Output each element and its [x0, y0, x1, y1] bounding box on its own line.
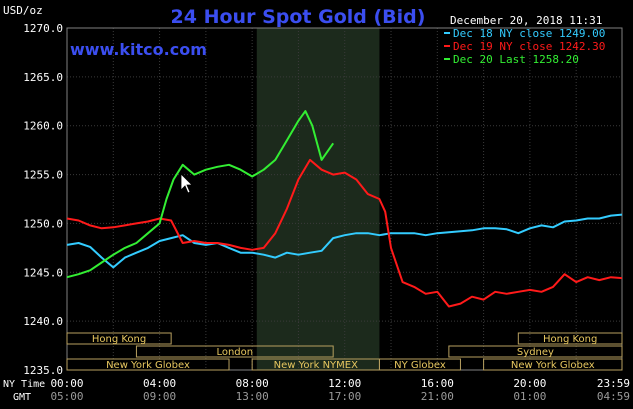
legend-swatch [444, 45, 450, 47]
y-tick-label: 1250.0 [23, 217, 63, 230]
market-session-box [378, 358, 461, 371]
y-tick-label: 1260.0 [23, 120, 63, 133]
market-session-label: New York Globex [511, 360, 595, 371]
series-line [66, 213, 623, 269]
market-session-box [66, 332, 172, 345]
market-session-box [517, 332, 623, 345]
market-session-label: Hong Kong [543, 334, 597, 345]
watermark-text: www.kitco.com [70, 40, 207, 59]
mouse-cursor-icon [180, 173, 193, 194]
x-tick-ny: 23:59 [597, 377, 630, 390]
unit-label: USD/oz [3, 4, 43, 17]
nymex-session-shade [256, 28, 380, 370]
market-session-box [66, 358, 230, 371]
chart-title: 24 Hour Spot Gold (Bid) [171, 6, 426, 28]
x-tick-gmt: 09:00 [143, 390, 176, 403]
market-session-box [135, 345, 334, 358]
x-tick-ny: 20:00 [513, 377, 546, 390]
series-line [66, 110, 335, 279]
market-session-label: New York Globex [106, 360, 190, 371]
y-tick-label: 1235.0 [23, 364, 63, 377]
x-tick-ny: 08:00 [236, 377, 269, 390]
x-tick-ny: 12:00 [328, 377, 361, 390]
market-sessions: Hong Kong Hong Kong London Sydney New York G… [66, 332, 623, 371]
legend-swatch [444, 32, 450, 34]
y-tick-label: 1245.0 [23, 266, 63, 279]
market-session-box [448, 345, 623, 358]
market-session-box [483, 358, 623, 371]
y-tick-label: 1270.0 [23, 22, 63, 35]
market-session-label: Hong Kong [92, 334, 146, 345]
market-session-label: Sydney [517, 347, 554, 358]
market-session-label: New York NYMEX [274, 360, 359, 371]
gmt-label: GMT [13, 392, 31, 403]
x-tick-ny: 16:00 [421, 377, 454, 390]
x-tick-gmt: 17:00 [328, 390, 361, 403]
y-tick-label: 1255.0 [23, 169, 63, 182]
x-tick-gmt: 13:00 [236, 390, 269, 403]
legend-entry: Dec 18 NY close 1249.00 [453, 27, 605, 40]
x-tick-gmt: 04:59 [597, 390, 630, 403]
x-tick-gmt: 01:00 [513, 390, 546, 403]
x-tick-ny: 04:00 [143, 377, 176, 390]
market-session-label: London [216, 347, 253, 358]
market-session-label: NY Globex [394, 360, 446, 371]
y-tick-label: 1240.0 [23, 315, 63, 328]
x-tick-gmt: 05:00 [50, 390, 83, 403]
ny-time-label: NY Time [3, 379, 45, 390]
legend-entry: Dec 20 Last 1258.20 [453, 53, 579, 66]
series-lines [66, 110, 623, 308]
legend-entry: Dec 19 NY close 1242.30 [453, 40, 605, 53]
y-tick-label: 1265.0 [23, 71, 63, 84]
chart-timestamp: December 20, 2018 11:31 [450, 14, 602, 27]
legend-swatch [444, 58, 450, 60]
y-axis-ticks: 1270.0 1265.0 1260.0 1255.0 1250.0 1245.0 1240… [23, 22, 63, 377]
x-tick-ny: 00:00 [50, 377, 83, 390]
x-tick-gmt: 21:00 [421, 390, 454, 403]
